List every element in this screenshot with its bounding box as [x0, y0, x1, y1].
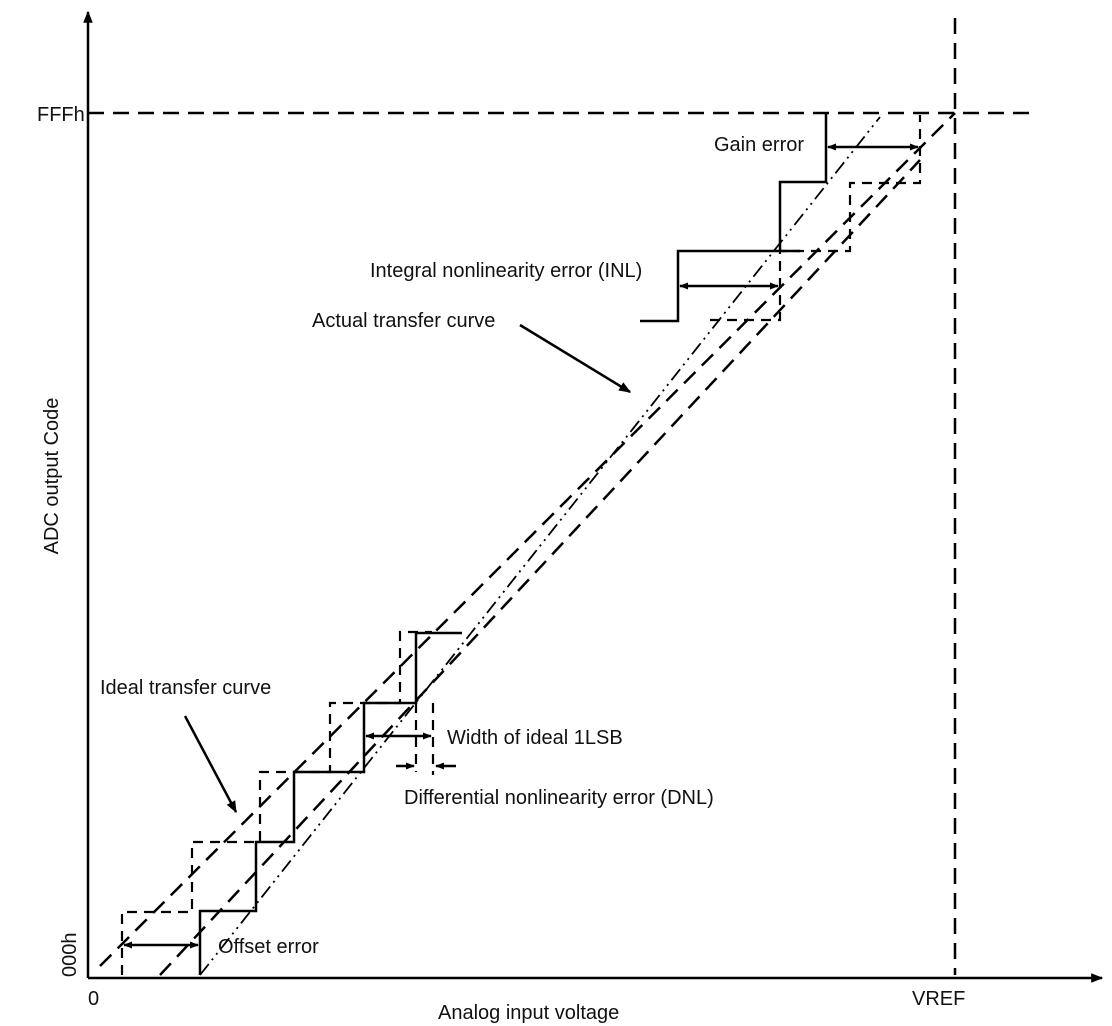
y-tick-000: 000h	[59, 933, 81, 978]
actual-curve-line	[199, 116, 881, 976]
actual-curve-label: Actual transfer curve	[312, 310, 495, 332]
ideal-staircase-bottom	[120, 630, 432, 975]
ideal-curve-pointer	[183, 715, 238, 814]
dnl-label: Differential nonlinearity error (DNL)	[404, 787, 714, 809]
x-axis-title: Analog input voltage	[438, 1002, 619, 1024]
actual-staircase-top-2	[778, 112, 828, 251]
y-axis-title: ADC output Code	[41, 398, 63, 555]
width-1lsb-label: Width of ideal 1LSB	[447, 727, 623, 749]
y-tick-fff: FFFh	[37, 104, 85, 126]
x-tick-zero: 0	[88, 988, 99, 1010]
actual-curve-pointer	[519, 323, 632, 394]
actual-staircase-top	[640, 249, 800, 323]
ideal-curve-line	[99, 112, 956, 967]
inl-label: Integral nonlinearity error (INL)	[370, 260, 642, 282]
x-tick-vref: VREF	[912, 988, 965, 1010]
gain-error-label: Gain error	[714, 134, 804, 156]
ideal-curve-label: Ideal transfer curve	[100, 677, 271, 699]
ideal-staircase-top	[710, 115, 922, 322]
actual-staircase-bottom	[198, 631, 462, 975]
gain-curve-line	[159, 159, 921, 976]
offset-error-label: Offset error	[218, 936, 319, 958]
